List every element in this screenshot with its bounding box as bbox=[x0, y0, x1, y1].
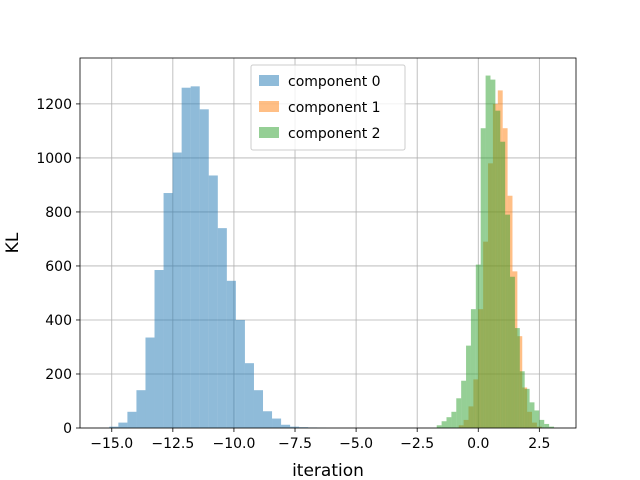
x-tick-label: 2.5 bbox=[528, 436, 550, 452]
histogram-bar bbox=[181, 87, 191, 428]
histogram-bar bbox=[500, 141, 506, 428]
histogram-bar bbox=[495, 110, 501, 428]
x-tick-label: −7.5 bbox=[278, 436, 312, 452]
histogram-bar bbox=[253, 390, 264, 428]
histogram-bar bbox=[470, 309, 476, 428]
histogram-bar bbox=[226, 280, 236, 428]
histogram-bar bbox=[519, 371, 525, 428]
x-tick-label: −5.0 bbox=[339, 436, 373, 452]
y-tick-label: 0 bbox=[63, 421, 72, 437]
histogram-bar bbox=[466, 345, 471, 428]
histogram-bar bbox=[244, 363, 254, 428]
histogram-bar bbox=[480, 128, 486, 428]
y-tick-label: 200 bbox=[45, 367, 72, 383]
legend-label: component 1 bbox=[288, 100, 381, 116]
x-axis-label: iteration bbox=[292, 461, 364, 480]
histogram-bar bbox=[446, 417, 452, 428]
legend-swatch bbox=[259, 75, 279, 86]
histogram-bar bbox=[436, 425, 442, 428]
legend-label: component 0 bbox=[288, 74, 381, 90]
histogram-bar bbox=[441, 421, 447, 428]
legend-label: component 2 bbox=[288, 126, 381, 142]
histogram-bar bbox=[136, 390, 146, 428]
x-tick-label: 0.0 bbox=[467, 436, 489, 452]
histogram-bar bbox=[154, 270, 164, 428]
y-tick-label: 800 bbox=[45, 205, 72, 221]
legend-swatch bbox=[259, 127, 279, 138]
histogram-bar bbox=[235, 319, 245, 428]
x-axis-ticks: −15.0 −12.5 −10.0 −7.5 −5.0 −2.5 0.0 2.5 bbox=[90, 428, 550, 452]
histogram-bar bbox=[529, 402, 535, 428]
histogram-bars bbox=[109, 75, 555, 429]
histogram-bar bbox=[208, 175, 218, 428]
histogram-bar bbox=[272, 418, 282, 428]
histogram-bar bbox=[510, 276, 515, 428]
histogram-bar bbox=[281, 424, 291, 428]
y-tick-label: 1000 bbox=[36, 151, 72, 167]
histogram-bar bbox=[127, 411, 137, 428]
histogram-bar bbox=[190, 86, 200, 428]
x-tick-label: −2.5 bbox=[400, 436, 434, 452]
histogram-bar bbox=[539, 419, 545, 428]
histogram-bar bbox=[109, 426, 119, 428]
series-2-bars bbox=[436, 75, 555, 429]
histogram-bar bbox=[299, 427, 309, 428]
y-tick-label: 600 bbox=[45, 259, 72, 275]
legend-box bbox=[250, 64, 406, 151]
histogram-bar bbox=[534, 410, 540, 428]
histogram-bar bbox=[475, 264, 481, 428]
y-axis-ticks: 0 200 400 600 800 1000 1200 bbox=[36, 97, 80, 437]
x-tick-label: −10.0 bbox=[212, 436, 255, 452]
histogram-bar bbox=[118, 422, 128, 428]
histogram-bar bbox=[461, 380, 467, 428]
plot-frame bbox=[79, 57, 577, 429]
histogram-bar bbox=[217, 228, 227, 428]
histogram-bar bbox=[514, 328, 520, 428]
y-tick-label: 1200 bbox=[36, 97, 72, 113]
x-tick-label: −12.5 bbox=[151, 436, 194, 452]
histogram-bar bbox=[172, 152, 182, 428]
histogram-bar bbox=[451, 411, 457, 428]
histogram-bar bbox=[485, 75, 491, 428]
y-axis-label: KL bbox=[3, 232, 23, 253]
histogram-bar bbox=[490, 79, 496, 429]
histogram-bar bbox=[456, 398, 462, 428]
histogram-bar bbox=[199, 109, 209, 428]
histogram-bar bbox=[263, 411, 273, 428]
x-tick-label: −15.0 bbox=[90, 436, 133, 452]
histogram-bar bbox=[544, 423, 550, 428]
histogram-bar bbox=[549, 426, 555, 428]
histogram-bar bbox=[163, 193, 173, 428]
y-tick-label: 400 bbox=[45, 313, 72, 329]
histogram-bar bbox=[524, 388, 530, 428]
legend-swatch bbox=[259, 101, 279, 112]
histogram-bar bbox=[505, 214, 511, 428]
histogram-bar bbox=[145, 337, 155, 428]
histogram-bar bbox=[290, 426, 300, 428]
legend: component 0 component 1 component 2 bbox=[250, 64, 406, 151]
